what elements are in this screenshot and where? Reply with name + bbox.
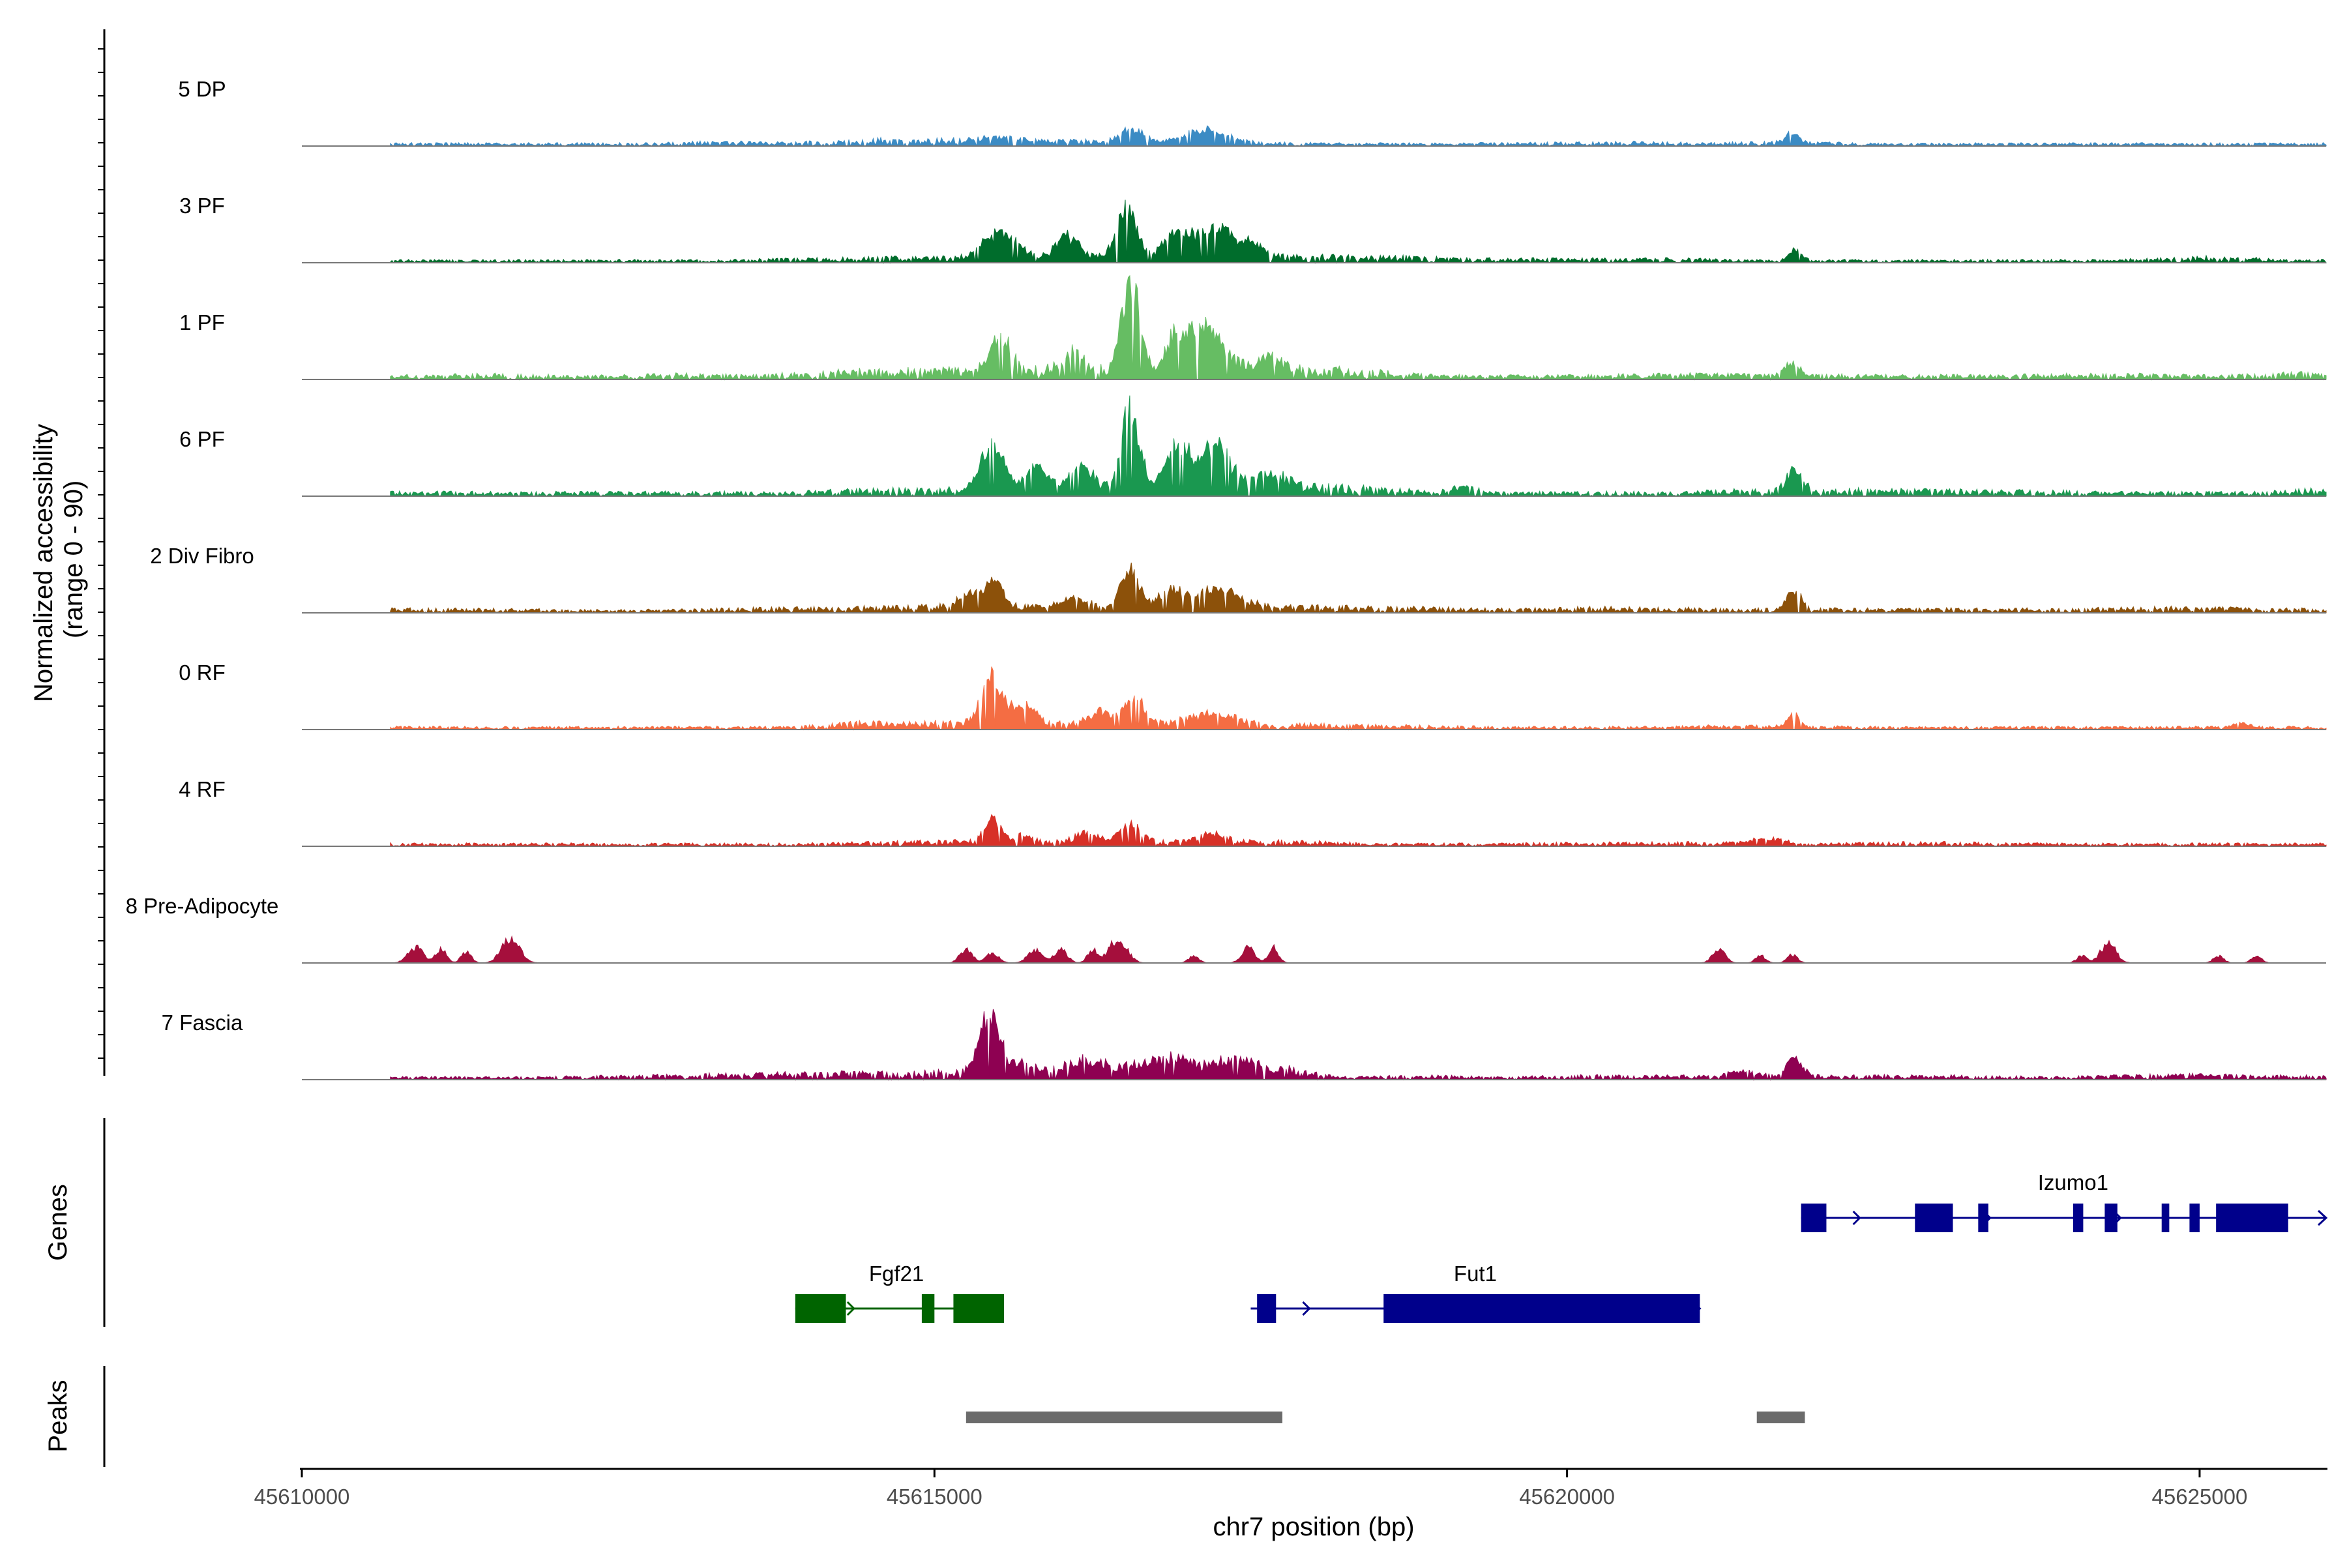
- x-tick-label: 45615000: [887, 1485, 982, 1509]
- gene-exon: [1915, 1204, 1953, 1232]
- x-tick-label: 45625000: [2152, 1485, 2248, 1509]
- coverage-area: [390, 666, 2327, 731]
- strand-arrow: [846, 1301, 855, 1316]
- gene-exon: [1978, 1204, 1988, 1232]
- track-3: 1 PF: [179, 274, 2327, 381]
- gene-exon: [1383, 1294, 1700, 1323]
- track-label: 2 Div Fibro: [150, 544, 254, 568]
- gene-exon: [2216, 1204, 2288, 1232]
- coverage-area: [390, 274, 2327, 381]
- track-label: 0 RF: [179, 660, 226, 685]
- gene-label: Fgf21: [869, 1262, 924, 1286]
- track-label: 5 DP: [178, 77, 226, 101]
- x-tick-label: 45610000: [254, 1485, 350, 1509]
- gene-exon: [2073, 1204, 2084, 1232]
- y-ticks: [98, 48, 104, 1059]
- coverage-area: [390, 125, 2327, 147]
- gene-exon: [953, 1294, 1005, 1323]
- gene-exon: [1257, 1294, 1277, 1323]
- gene-label: Izumo1: [2038, 1170, 2108, 1194]
- tracks-layer: 5 DP 3 PF 1 PF 6 PF 2 Div Fibro 0 RF 4 RF 8 Pre…: [126, 77, 2327, 1081]
- coverage-area: [390, 935, 2326, 964]
- coverage-area: [390, 395, 2327, 497]
- track-6: 0 RF: [179, 660, 2327, 731]
- track-8: 8 Pre-Adipocyte: [126, 894, 2326, 964]
- gene-izumo1: Izumo1: [1801, 1170, 2328, 1232]
- gene-exon: [2189, 1204, 2200, 1232]
- x-ticks: 45610000 45615000 45620000 45625000: [254, 1469, 2248, 1509]
- gene-fut1: Fut1: [1250, 1262, 1702, 1323]
- strand-arrow: [2317, 1209, 2328, 1226]
- track-1: 5 DP: [178, 77, 2327, 147]
- track-4: 6 PF: [179, 395, 2327, 497]
- track-2: 3 PF: [179, 194, 2327, 264]
- coverage-area: [390, 562, 2327, 614]
- y-axis-label-line1: Normalized accessibility: [29, 424, 58, 702]
- gene-exon: [2161, 1204, 2170, 1232]
- genes-layer: Izumo1 Fgf21 Fut1: [795, 1170, 2328, 1323]
- coverage-area: [390, 814, 2327, 848]
- strand-arrow: [1852, 1210, 1861, 1226]
- track-label: 7 Fascia: [162, 1011, 243, 1035]
- gene-exon: [2104, 1204, 2118, 1232]
- peak-region: [1756, 1412, 1805, 1423]
- gene-exon: [1801, 1204, 1827, 1232]
- genes-axis-label: Genes: [44, 1184, 72, 1261]
- y-axis-label: Normalized accessibility (range 0 - 90): [29, 417, 88, 702]
- strand-arrow: [1302, 1301, 1311, 1316]
- axes-layer: Normalized accessibility (range 0 - 90) …: [29, 29, 2327, 1541]
- track-label: 3 PF: [179, 194, 225, 218]
- peak-region: [966, 1412, 1282, 1423]
- coverage-area: [390, 1009, 2327, 1081]
- gene-fgf21: Fgf21: [795, 1262, 1005, 1323]
- track-label: 8 Pre-Adipocyte: [126, 894, 279, 918]
- x-tick-label: 45620000: [1519, 1485, 1615, 1509]
- track-7: 4 RF: [179, 777, 2327, 848]
- x-axis-label: chr7 position (bp): [1213, 1513, 1414, 1541]
- track-5: 2 Div Fibro: [150, 544, 2327, 614]
- track-label: 4 RF: [179, 777, 226, 801]
- track-label: 6 PF: [179, 427, 225, 451]
- gene-label: Fut1: [1454, 1262, 1497, 1286]
- track-label: 1 PF: [179, 310, 225, 334]
- peaks-axis-label: Peaks: [44, 1380, 72, 1452]
- peaks-layer: [966, 1412, 1805, 1423]
- coverage-area: [390, 200, 2327, 264]
- gene-exon: [795, 1294, 846, 1323]
- track-9: 7 Fascia: [162, 1009, 2327, 1081]
- gene-exon: [921, 1294, 935, 1323]
- y-axis-label-line2: (range 0 - 90): [59, 481, 88, 638]
